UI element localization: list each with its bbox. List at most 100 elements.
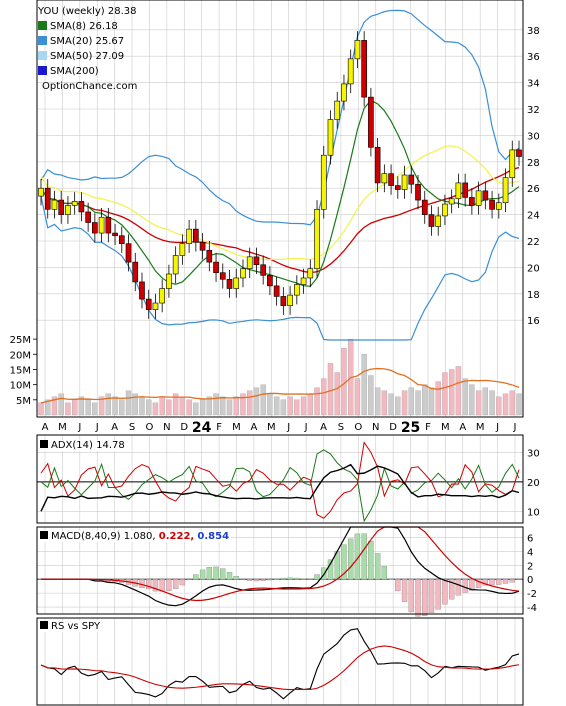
- volume-tick-label: 10M: [10, 381, 31, 392]
- macd-tick-label: 6: [527, 533, 533, 544]
- sma8-line: [40, 99, 520, 287]
- volume-average-line: [40, 367, 520, 404]
- candle-body: [71, 201, 78, 206]
- candle-body: [421, 199, 428, 215]
- moving-averages: [40, 99, 520, 287]
- volume-tick-label: 25M: [10, 335, 31, 346]
- macd-histogram-bar: [273, 578, 280, 580]
- macd-histogram-bar: [395, 579, 401, 592]
- macd-histogram-bar: [193, 574, 199, 580]
- macd-histogram-bar: [408, 579, 414, 613]
- watermark: OptionChance.com: [42, 81, 138, 92]
- volume-bar: [361, 354, 367, 416]
- volume-layer: [38, 338, 522, 416]
- volume-bar: [125, 390, 132, 416]
- price-tick-label: 24: [527, 211, 540, 222]
- volume-bar: [435, 381, 441, 416]
- x-tick-label: A: [111, 422, 118, 433]
- volume-bar: [92, 402, 98, 416]
- x-tick-label: N: [372, 422, 379, 433]
- candle-body: [233, 277, 240, 289]
- volume-bar: [112, 396, 118, 416]
- volume-bar: [374, 387, 381, 416]
- volume-tick-label: 20M: [10, 350, 31, 361]
- x-tick-label: 25: [401, 420, 420, 436]
- candle-body: [442, 203, 448, 217]
- legend-sma50: SMA(50) 27.09: [38, 49, 137, 64]
- volume-bar: [395, 396, 401, 416]
- candle-body: [401, 174, 408, 190]
- macd-histogram-bar: [240, 579, 246, 580]
- candle-body: [226, 278, 233, 289]
- candle-body: [92, 222, 98, 234]
- candle-body: [361, 40, 367, 98]
- price-tick-label: 38: [527, 26, 540, 37]
- candle-body: [469, 197, 475, 206]
- volume-bar: [321, 378, 327, 416]
- macd-histogram-bar: [199, 569, 206, 580]
- volume-bar: [354, 378, 361, 416]
- candle-body: [112, 232, 118, 237]
- candle-body: [320, 154, 327, 210]
- macd-tick-label: 4: [527, 547, 533, 558]
- price-tick-label: 18: [527, 290, 540, 301]
- bollinger-lower-line: [40, 195, 520, 341]
- macd-tick-label: -4: [527, 603, 537, 614]
- candle-body: [381, 173, 388, 184]
- volume-bar: [186, 399, 192, 416]
- volume-bar: [287, 396, 293, 416]
- macd-histogram-bar: [374, 553, 381, 580]
- x-tick-label: N: [163, 422, 170, 433]
- x-tick-label: J: [286, 422, 290, 433]
- adx-swatch: [40, 440, 48, 448]
- volume-bar: [132, 393, 138, 416]
- x-tick-label: S: [338, 422, 344, 433]
- candle-body: [193, 228, 199, 243]
- volume-bar: [294, 399, 300, 416]
- candle-body: [206, 249, 213, 263]
- volume-bar: [327, 363, 334, 416]
- x-tick-label: M: [58, 422, 67, 433]
- x-tick-label: F: [216, 422, 222, 433]
- volume-bar: [146, 399, 152, 416]
- x-tick-label: M: [441, 422, 450, 433]
- volume-bar: [260, 384, 266, 416]
- bollinger-bands: [40, 9, 520, 341]
- macd-histogram-bar: [455, 579, 462, 596]
- volume-bar: [475, 390, 482, 416]
- macd-histogram-bar: [475, 579, 482, 588]
- macd-label: MACD(8,40,9) 1.080, 0.222, 0.854: [38, 531, 232, 542]
- macd-histogram-bar: [361, 533, 367, 580]
- volume-bar: [455, 366, 462, 416]
- volume-bar: [159, 396, 165, 416]
- macd-histogram-bar: [354, 533, 361, 580]
- macd-value: 0.222,: [158, 531, 195, 542]
- rs-swatch: [40, 621, 48, 629]
- macd-histogram-bar: [321, 567, 327, 580]
- x-tick-label: D: [389, 422, 397, 433]
- candle-body: [38, 187, 44, 197]
- volume-bar: [388, 393, 394, 416]
- candle-body: [334, 100, 341, 120]
- candle-body: [246, 256, 253, 270]
- macd-histogram-bar: [307, 578, 313, 580]
- macd-line: [41, 526, 520, 607]
- candle-body: [408, 174, 415, 185]
- macd-histogram-bar: [220, 568, 226, 580]
- volume-bar: [139, 396, 145, 416]
- volume-bar: [206, 396, 212, 416]
- macd-histogram-bar: [509, 579, 515, 583]
- axis-ticks: A M J J A S O N D 24 F M A M J J A S O N D 25 F M A M J J1618202224…: [10, 26, 540, 614]
- candle-body: [159, 288, 166, 304]
- volume-bar: [78, 396, 85, 416]
- candle-body: [105, 216, 112, 234]
- rs-line: [40, 628, 520, 700]
- macd-histogram-bar: [422, 579, 428, 616]
- candle-body: [495, 202, 502, 210]
- macd-histogram-bar: [159, 579, 165, 592]
- price-tick-label: 16: [527, 316, 540, 327]
- di-plus-line: [40, 449, 520, 523]
- x-tick-label: O: [146, 422, 154, 433]
- volume-bar: [98, 396, 105, 416]
- volume-bar: [233, 396, 239, 416]
